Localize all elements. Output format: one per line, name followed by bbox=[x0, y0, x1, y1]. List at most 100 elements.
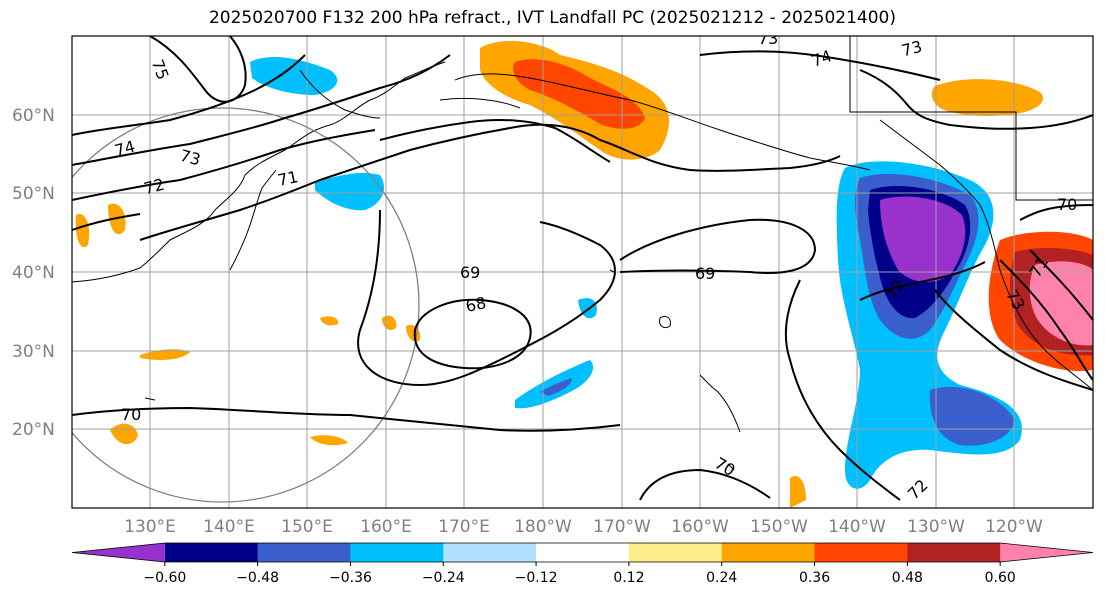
coastline-kamchatka bbox=[299, 69, 381, 119]
colorbar-tick-label: −0.36 bbox=[329, 570, 372, 586]
negative-anomaly-nepacific-core bbox=[880, 196, 966, 282]
map-frame bbox=[71, 35, 1094, 509]
colorbar-tick-label: 0.36 bbox=[799, 570, 830, 586]
contour-label: 74 bbox=[112, 137, 137, 161]
contour-70-south bbox=[72, 406, 621, 432]
lat-label: 40°N bbox=[12, 263, 55, 283]
lon-label: 140°W bbox=[828, 517, 886, 537]
lon-label: 160°W bbox=[671, 517, 729, 537]
lon-label: 170°E bbox=[438, 517, 490, 537]
contour-top-right bbox=[859, 69, 1093, 130]
lon-label: 160°E bbox=[360, 517, 412, 537]
lon-label: 140°E bbox=[203, 517, 255, 537]
contour-inner-north bbox=[379, 119, 611, 163]
map-gridlines bbox=[72, 36, 1093, 508]
colorbar-extend-min bbox=[72, 543, 165, 562]
coastline-alaska bbox=[454, 73, 871, 171]
colorbar-tick-label: 0.12 bbox=[613, 570, 644, 586]
colorbar-tick-label: −0.48 bbox=[236, 570, 279, 586]
positive-anomaly-south-3 bbox=[310, 435, 348, 446]
coastline-north-america bbox=[879, 119, 1093, 391]
colorbar-tick-label: −0.12 bbox=[515, 570, 558, 586]
contour-74-north bbox=[699, 50, 941, 81]
colorbar-segment bbox=[536, 543, 630, 562]
lon-label: 170°W bbox=[593, 517, 651, 537]
chart-title: 2025020700 F132 200 hPa refract., IVT La… bbox=[208, 8, 896, 28]
contour-69-left bbox=[357, 209, 616, 387]
positive-anomaly-canada-north bbox=[931, 79, 1043, 116]
contour-68 bbox=[413, 298, 532, 370]
contour-east-3 bbox=[859, 261, 986, 301]
positive-anomaly-west-1 bbox=[75, 214, 90, 248]
lat-label: 60°N bbox=[12, 106, 55, 126]
contour-label: 69 bbox=[460, 263, 480, 282]
lon-label: 130°E bbox=[124, 517, 176, 537]
contour-east-2 bbox=[1029, 249, 1093, 321]
contour-lines bbox=[72, 36, 1093, 501]
negative-anomaly-south-lobe bbox=[929, 386, 1015, 446]
lon-label: 120°W bbox=[985, 517, 1043, 537]
colorbar-tick-label: 0.60 bbox=[985, 570, 1016, 586]
contour-70-bottom bbox=[639, 468, 771, 501]
negative-anomaly-subtropical-core bbox=[540, 378, 572, 396]
shaded-anomalies bbox=[75, 40, 1093, 508]
contour-label: 68 bbox=[464, 293, 488, 316]
negative-anomaly-kuril bbox=[315, 172, 385, 211]
contour-label: 69 bbox=[695, 264, 715, 283]
region-circle bbox=[72, 107, 420, 503]
coastline-hawaii bbox=[699, 374, 741, 433]
lon-label: 150°E bbox=[281, 517, 333, 537]
contour-label: 70 bbox=[121, 405, 141, 424]
colorbar-extend-max bbox=[1000, 543, 1093, 562]
contour-71-west bbox=[72, 213, 141, 231]
contour-69-right bbox=[619, 218, 817, 274]
colorbar-tick-label: −0.60 bbox=[143, 570, 186, 586]
contour-east-1 bbox=[999, 259, 1093, 381]
negative-anomaly-subtropical bbox=[515, 360, 594, 409]
contour-71 bbox=[139, 123, 841, 241]
coastlines bbox=[72, 36, 1093, 471]
positive-anomaly-california-core bbox=[1029, 261, 1093, 346]
coastline-hudson-box bbox=[849, 36, 1093, 201]
contour-72 bbox=[72, 129, 376, 201]
colorbar-segment bbox=[350, 543, 444, 562]
coastline-asia bbox=[72, 61, 446, 283]
colorbar-segment bbox=[443, 543, 537, 562]
lon-label: 180°W bbox=[514, 517, 572, 537]
positive-anomaly-alaska-core bbox=[513, 59, 645, 129]
contour-70-east bbox=[1019, 204, 1093, 221]
positive-anomaly-small-4 bbox=[790, 476, 806, 508]
lon-label: 130°W bbox=[907, 517, 965, 537]
colorbar: −0.60 −0.48 −0.36 −0.24 −0.12 0.12 0.24 0.36 0.4… bbox=[71, 542, 1094, 586]
contour-72-east bbox=[784, 279, 901, 501]
contour-label: 73 bbox=[899, 37, 924, 61]
colorbar-segment bbox=[907, 543, 1001, 562]
colorbar-segment bbox=[257, 543, 351, 562]
coastline-aleutians bbox=[439, 97, 521, 109]
lat-label: 50°N bbox=[12, 184, 55, 204]
colorbar-segment bbox=[164, 543, 259, 562]
colorbar-segment bbox=[628, 543, 723, 562]
longitude-labels: 130°E 140°E 150°E 160°E 170°E 180°W 170°… bbox=[124, 517, 1043, 537]
lat-label: 20°N bbox=[12, 420, 55, 440]
lat-label: 30°N bbox=[12, 342, 55, 362]
negative-anomaly-kamchatka bbox=[250, 56, 338, 95]
contour-label: 71 bbox=[276, 167, 300, 190]
colorbar-tick-label: −0.24 bbox=[422, 570, 465, 586]
colorbar-segment bbox=[814, 543, 908, 562]
positive-anomaly-south-2 bbox=[140, 349, 190, 360]
colorbar-tick-label: 0.24 bbox=[706, 570, 737, 586]
contour-label: 73 bbox=[758, 29, 778, 48]
positive-anomaly-small-5 bbox=[320, 316, 339, 326]
contour-label: 73 bbox=[178, 146, 203, 170]
colorbar-tick-label: 0.48 bbox=[892, 570, 923, 586]
lon-label: 150°W bbox=[750, 517, 808, 537]
contour-74 bbox=[72, 54, 306, 136]
contour-label: 72 bbox=[142, 175, 167, 199]
map-content: 75 74 73 72 71 69 68 69 70 70 73 74 70 7… bbox=[72, 29, 1093, 508]
coastline-small-islands bbox=[144, 269, 735, 471]
contour-73 bbox=[72, 54, 451, 166]
colorbar-segment bbox=[721, 543, 816, 562]
contour-label: 70 bbox=[1057, 195, 1077, 214]
